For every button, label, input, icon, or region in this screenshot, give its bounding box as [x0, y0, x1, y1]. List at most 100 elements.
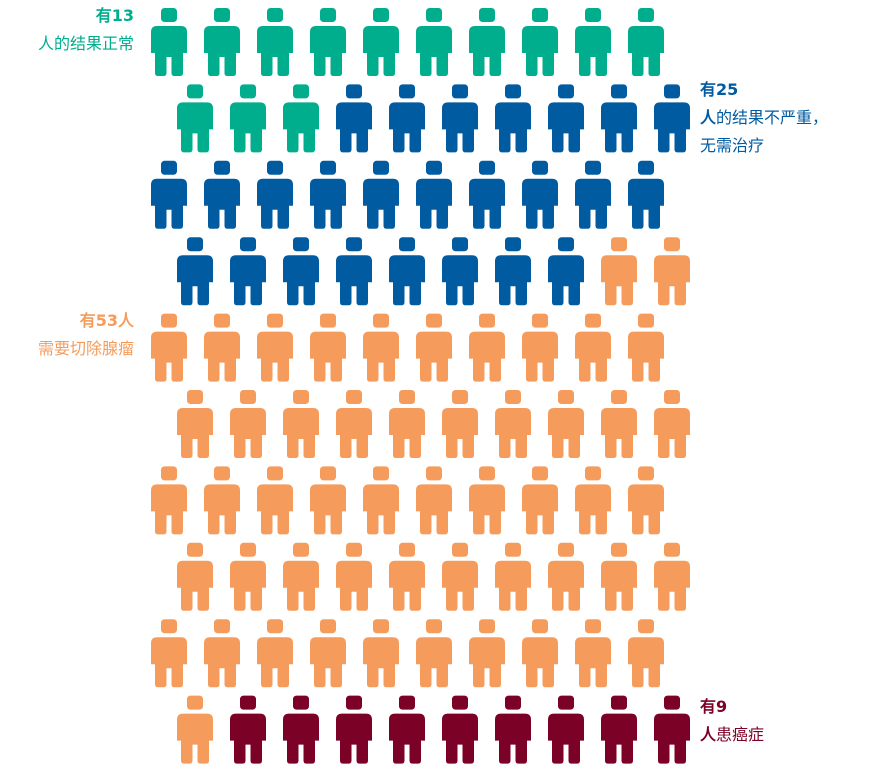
person-icon-cancer	[495, 695, 531, 764]
person-head	[214, 619, 230, 634]
person-icon-adenoma	[575, 313, 611, 382]
person-icon-adenoma	[336, 542, 372, 611]
label-adenoma: 有53人 需要切除腺瘤	[38, 307, 134, 363]
person-icon-adenoma	[548, 390, 584, 458]
person-body	[336, 255, 372, 306]
person-head	[505, 390, 521, 404]
person-body	[575, 331, 611, 382]
person-head	[399, 695, 415, 710]
person-head	[452, 237, 468, 252]
person-icon-adenoma	[522, 619, 558, 688]
person-head	[187, 695, 203, 710]
person-body	[495, 713, 531, 764]
person-icon-adenoma	[575, 619, 611, 688]
person-icon-mild	[548, 84, 584, 153]
person-head	[532, 466, 548, 481]
person-icon-normal	[177, 84, 213, 153]
person-body	[522, 484, 558, 535]
person-icon-mild	[575, 160, 611, 229]
person-head	[611, 542, 627, 557]
person-icon-normal	[363, 8, 399, 76]
person-body	[310, 484, 346, 535]
label-mild-desc-text-2: 无需治疗	[700, 136, 765, 155]
label-cancer-count: 有9	[700, 693, 764, 721]
person-body	[442, 255, 478, 306]
person-body	[628, 637, 664, 688]
person-body	[310, 637, 346, 688]
person-icon-adenoma	[601, 390, 637, 458]
person-body	[151, 637, 187, 688]
person-body	[389, 560, 425, 611]
person-head	[638, 313, 654, 328]
label-normal-desc: 人的结果正常	[38, 30, 134, 58]
person-body	[522, 637, 558, 688]
person-body	[416, 331, 452, 382]
person-head	[426, 466, 442, 481]
person-head	[399, 237, 415, 252]
person-body	[654, 713, 690, 764]
person-head	[267, 313, 283, 328]
person-body	[389, 713, 425, 764]
person-body	[654, 560, 690, 611]
person-icon-adenoma	[654, 237, 690, 306]
person-body	[257, 637, 293, 688]
person-body	[230, 255, 266, 306]
person-body	[575, 484, 611, 535]
person-head	[161, 160, 177, 175]
person-icon-adenoma	[310, 619, 346, 688]
person-icon-mild	[336, 237, 372, 306]
person-head	[532, 313, 548, 328]
person-body	[628, 26, 664, 76]
person-body	[310, 26, 346, 76]
person-icon-normal	[416, 8, 452, 76]
person-head	[187, 237, 203, 252]
person-icon-adenoma	[204, 466, 240, 535]
person-body	[495, 255, 531, 306]
person-head	[505, 542, 521, 557]
person-head	[373, 619, 389, 634]
person-body	[204, 637, 240, 688]
person-head	[479, 313, 495, 328]
person-icon-normal	[522, 8, 558, 76]
person-icon-adenoma	[416, 466, 452, 535]
person-body	[257, 178, 293, 229]
person-icon-adenoma	[177, 542, 213, 611]
label-mild-count: 有25	[700, 76, 828, 104]
person-head	[479, 160, 495, 175]
person-icon-adenoma	[151, 313, 187, 382]
person-body	[601, 102, 637, 153]
person-head	[267, 8, 283, 22]
person-head	[532, 160, 548, 175]
person-head	[558, 84, 574, 99]
person-body	[469, 331, 505, 382]
person-head	[585, 466, 601, 481]
person-icon-adenoma	[548, 542, 584, 611]
person-icon-adenoma	[495, 390, 531, 458]
person-head	[664, 390, 680, 404]
person-icon-adenoma	[257, 466, 293, 535]
person-head	[426, 160, 442, 175]
person-head	[267, 160, 283, 175]
label-cancer-desc: 人患癌症	[700, 721, 764, 749]
person-body	[575, 637, 611, 688]
person-body	[601, 408, 637, 458]
person-body	[548, 713, 584, 764]
person-body	[363, 26, 399, 76]
person-head	[161, 466, 177, 481]
person-body	[336, 560, 372, 611]
person-body	[495, 408, 531, 458]
person-head	[373, 313, 389, 328]
person-icon-mild	[522, 160, 558, 229]
label-normal-desc-text: 人的结果正常	[37, 34, 134, 53]
person-head	[664, 695, 680, 710]
person-icon-mild	[601, 84, 637, 153]
label-cancer-desc-person: 人	[700, 725, 717, 744]
person-icon-adenoma	[310, 313, 346, 382]
person-head	[426, 313, 442, 328]
person-icon-adenoma	[151, 466, 187, 535]
person-head	[240, 695, 256, 710]
person-head	[638, 8, 654, 22]
person-head	[373, 466, 389, 481]
person-head	[479, 619, 495, 634]
